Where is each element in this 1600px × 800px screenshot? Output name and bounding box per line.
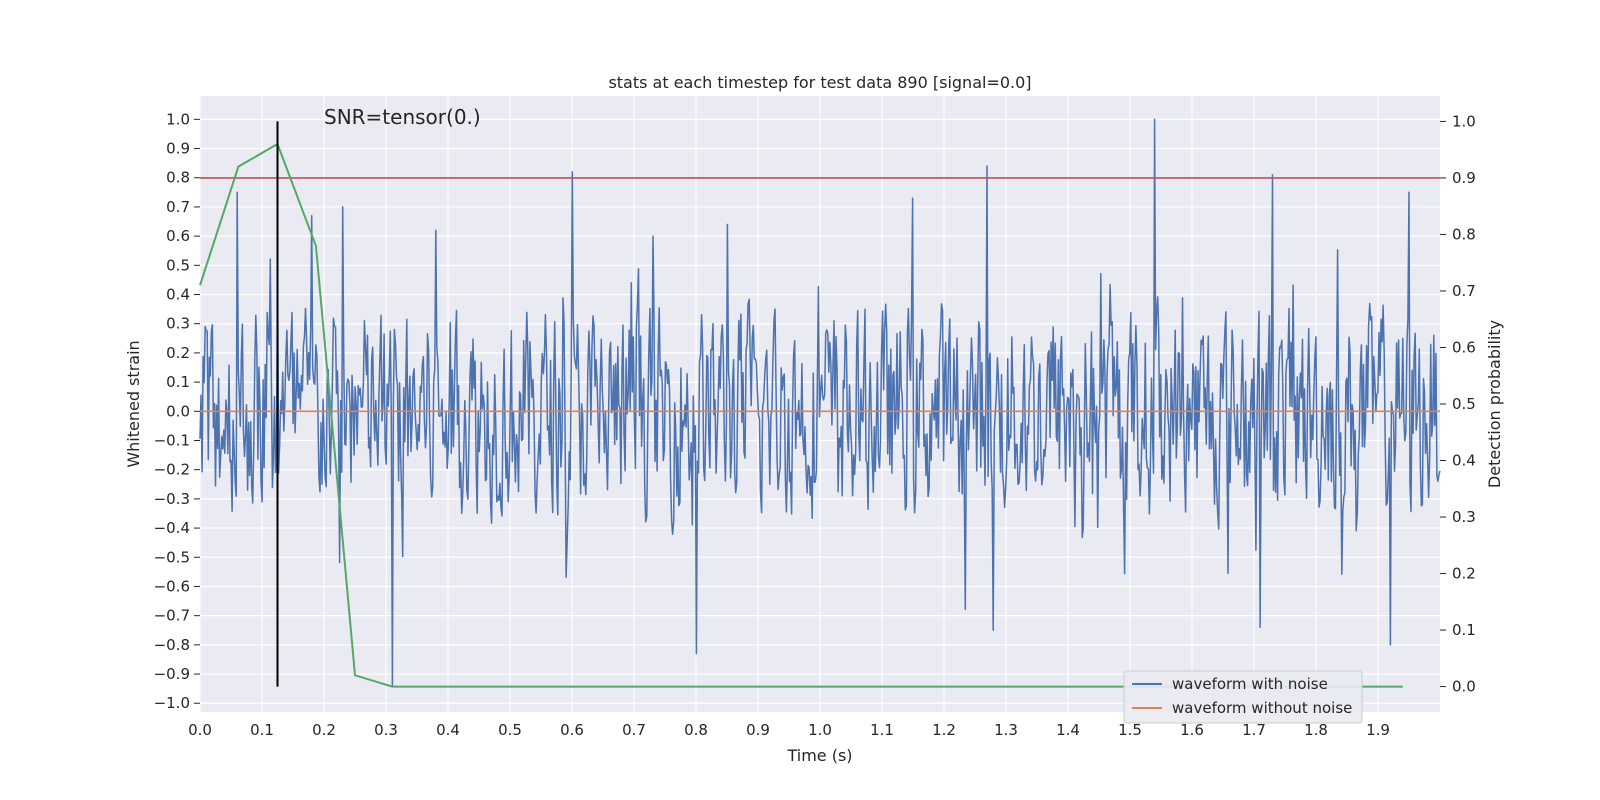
y-axis-left-label: Whitened strain: [124, 340, 143, 467]
y-left-tick-label: 0.7: [166, 198, 190, 216]
series-layer: [199, 118, 1441, 688]
y-left-tick-label: 1.0: [166, 110, 190, 128]
x-tick-label: 1.4: [1056, 721, 1080, 739]
detection-probability-line: [199, 142, 1403, 688]
y-left-tick-label: 0.1: [166, 373, 190, 391]
snr-annotation: SNR=tensor(0.): [324, 105, 481, 129]
x-tick-label: 0.8: [684, 721, 708, 739]
x-tick-label: 1.1: [870, 721, 894, 739]
y-left-tick-label: −0.5: [154, 548, 190, 566]
y-axis-right-label: Detection probability: [1485, 320, 1504, 488]
y-left-tick-label: 0.8: [166, 169, 190, 187]
x-tick-label: 1.2: [932, 721, 956, 739]
y-right-tick-label: 0.6: [1452, 338, 1476, 356]
y-left-tick-label: −0.2: [154, 461, 190, 479]
y-left-tick-label: −0.4: [154, 519, 190, 537]
chart-title: stats at each timestep for test data 890…: [608, 73, 1031, 92]
x-tick-label: 1.7: [1242, 721, 1266, 739]
y-right-tick-label: 1.0: [1452, 112, 1476, 130]
legend-box: [1123, 670, 1363, 724]
noisy-waveform-line: [199, 118, 1441, 687]
y-left-tick-label: 0.6: [166, 227, 190, 245]
legend-label-clean: waveform without noise: [1172, 699, 1352, 717]
x-tick-label: 1.0: [808, 721, 832, 739]
x-tick-label: 1.6: [1180, 721, 1204, 739]
x-tick-label: 1.8: [1304, 721, 1328, 739]
x-tick-label: 0.9: [746, 721, 770, 739]
y-right-tick-label: 0.9: [1452, 169, 1476, 187]
x-tick-label: 0.4: [436, 721, 460, 739]
y-left-tick-label: −0.9: [154, 665, 190, 683]
y-left-tick-label: 0.0: [166, 402, 190, 420]
x-tick-label: 1.9: [1366, 721, 1390, 739]
y-left-tick-label: 0.5: [166, 256, 190, 274]
y-left-tick-label: 0.4: [166, 286, 190, 304]
x-tick-label: 0.7: [622, 721, 646, 739]
y-left-tick-label: 0.3: [166, 315, 190, 333]
y-right-tick-label: 0.0: [1452, 678, 1476, 696]
y-left-tick-label: −0.3: [154, 490, 190, 508]
x-tick-label: 0.0: [188, 721, 212, 739]
y-right-tick-label: 0.3: [1452, 508, 1476, 526]
y-right-tick-label: 0.5: [1452, 395, 1476, 413]
x-tick-label: 0.1: [250, 721, 274, 739]
y-right-tick-label: 0.7: [1452, 282, 1476, 300]
tick-labels: 0.0 0.1 0.2 0.3 0.4 0.5 0.6 0.7 0.8 0.9 1.0 1.1 1.2 1…: [154, 110, 1476, 739]
y-left-tick-label: −1.0: [154, 694, 190, 712]
y-right-tick-label: 0.1: [1452, 621, 1476, 639]
x-tick-label: 0.2: [312, 721, 336, 739]
legend: waveform with noise waveform without noi…: [1123, 670, 1363, 724]
y-left-tick-label: −0.1: [154, 431, 190, 449]
y-left-tick-label: −0.6: [154, 577, 190, 595]
y-left-tick-label: −0.8: [154, 636, 190, 654]
x-axis-label: Time (s): [786, 746, 852, 765]
x-tick-label: 0.5: [498, 721, 522, 739]
legend-label-noisy: waveform with noise: [1172, 675, 1328, 693]
y-right-tick-label: 0.4: [1452, 452, 1476, 470]
x-tick-label: 1.5: [1118, 721, 1142, 739]
x-tick-label: 0.3: [374, 721, 398, 739]
y-left-tick-label: 0.9: [166, 140, 190, 158]
x-tick-label: 0.6: [560, 721, 584, 739]
x-tick-label: 1.3: [994, 721, 1018, 739]
y-right-tick-label: 0.2: [1452, 565, 1476, 583]
y-right-tick-label: 0.8: [1452, 225, 1476, 243]
y-left-tick-label: −0.7: [154, 607, 190, 625]
y-left-tick-label: 0.2: [166, 344, 190, 362]
